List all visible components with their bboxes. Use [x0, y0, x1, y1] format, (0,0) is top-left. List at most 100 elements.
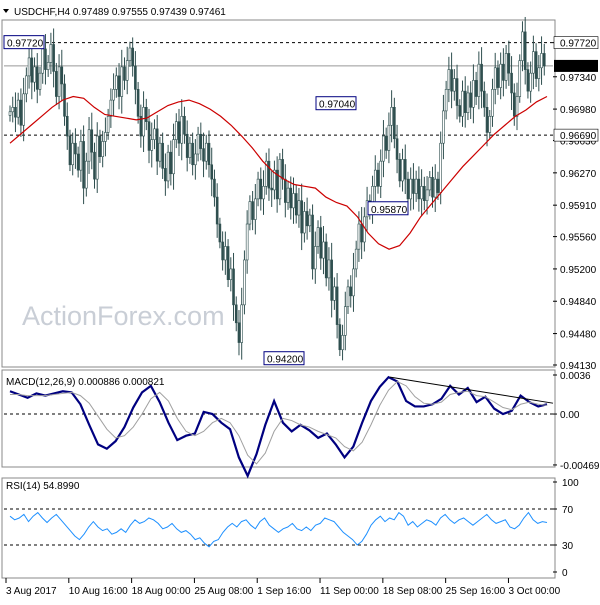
candle-body [30, 57, 34, 83]
level-price-label: 0.96690 [560, 131, 597, 142]
price-y-tick-label: 0.95200 [560, 265, 597, 276]
candle-body [194, 153, 197, 166]
candle-body [521, 31, 524, 61]
price-annotation-box [315, 96, 357, 111]
candle-body [401, 159, 404, 182]
level-price-label: 0.97720 [560, 39, 597, 50]
candle-body [275, 169, 279, 200]
x-tick-label: 18 Sep 08:00 [383, 586, 443, 597]
candle-body [398, 159, 402, 182]
candle-body [218, 223, 222, 243]
candle-body [256, 178, 260, 200]
rsi-y-tick-label: 0 [562, 568, 568, 579]
candle-body [409, 178, 413, 200]
candle-body [106, 115, 110, 133]
candle-body [164, 168, 167, 182]
candle-body [319, 227, 323, 259]
candle-body [202, 148, 205, 162]
x-tick-label: 3 Aug 2017 [6, 586, 57, 597]
dropdown-triangle-icon[interactable] [3, 9, 9, 13]
candle-body [245, 223, 249, 261]
candle-body [466, 92, 470, 113]
candle-body [526, 69, 530, 92]
candle-body [379, 160, 383, 187]
candle-body [515, 96, 519, 117]
candle-body [384, 135, 388, 151]
candle-body [414, 178, 418, 194]
price-y-tick-label: 0.96630 [560, 137, 597, 148]
macd-panel-frame [1, 369, 556, 468]
candle-body [125, 60, 129, 81]
candle-body [74, 142, 77, 155]
price-y-tick-label: 0.95910 [560, 201, 597, 212]
x-tick-label: 3 Oct 00:00 [508, 586, 560, 597]
candle-body [311, 214, 314, 270]
x-tick-label: 25 Sep 16:00 [446, 586, 506, 597]
candle-body [22, 93, 25, 126]
candle-body [491, 89, 494, 117]
current-price-label-bg [554, 59, 598, 72]
price-header-text: USDCHF,H4 0.97489 0.97555 0.97439 0.9746… [14, 7, 226, 18]
candle-body [412, 178, 415, 194]
candle-body [14, 107, 17, 118]
candle-body [303, 211, 306, 234]
candle-body [144, 107, 148, 122]
candle-body [512, 92, 516, 117]
candle-body [169, 151, 173, 175]
candle-body [488, 115, 492, 133]
candle-body [483, 90, 486, 108]
x-tick-label: 25 Aug 08:00 [194, 586, 253, 597]
candle-body [335, 286, 339, 325]
candle-body [8, 111, 12, 116]
price-annotation-box [367, 201, 409, 216]
candle-body [346, 286, 350, 307]
candle-body [234, 304, 238, 324]
candle-body [68, 135, 72, 166]
candle-body [46, 62, 50, 70]
candle-body [458, 105, 462, 117]
candle-body [330, 259, 333, 301]
candle-body [338, 324, 342, 351]
candle-body [523, 31, 527, 70]
candle-body [281, 159, 284, 180]
price-y-tick-label: 0.94480 [560, 330, 597, 341]
candle-body [251, 201, 254, 220]
macd-y-tick-label: 0.0036 [560, 371, 591, 382]
candle-body [286, 187, 290, 203]
candle-body [101, 141, 104, 157]
candle-body [232, 268, 235, 306]
candle-body [35, 66, 39, 90]
candle-body [210, 164, 214, 180]
candle-body [243, 259, 246, 306]
candle-body [292, 193, 295, 209]
candle-body [425, 189, 429, 201]
rsi-layer: 100 70 30 0 [4, 478, 579, 579]
level-price-label-bg [553, 36, 599, 49]
candle-body [115, 75, 118, 90]
candle-body [155, 128, 159, 162]
x-tick-label: 18 Aug 00:00 [132, 586, 191, 597]
candle-body [93, 151, 96, 180]
candle-body [542, 53, 546, 67]
candle-body [436, 178, 440, 193]
candle-body [499, 63, 502, 88]
macd-layer: 0.0036 0.00 -0.004696 [4, 371, 600, 479]
candle-body [308, 214, 312, 227]
candle-body [196, 133, 200, 155]
candle-body [289, 187, 293, 209]
candle-body [259, 178, 263, 200]
candle-body [493, 67, 497, 90]
candle-body [420, 186, 423, 200]
candle-body [158, 142, 162, 162]
candle-body [532, 51, 535, 74]
candle-body [27, 57, 31, 77]
macd-header-text: MACD(12,26,9) 0.000886 0.000821 [6, 377, 165, 388]
price-y-tick-label: 0.95560 [560, 233, 597, 244]
candle-body [117, 75, 121, 97]
candle-body [278, 159, 282, 200]
candle-body [485, 107, 489, 133]
candle-body [537, 67, 541, 79]
candle-body [41, 48, 45, 74]
candle-body [270, 187, 273, 191]
